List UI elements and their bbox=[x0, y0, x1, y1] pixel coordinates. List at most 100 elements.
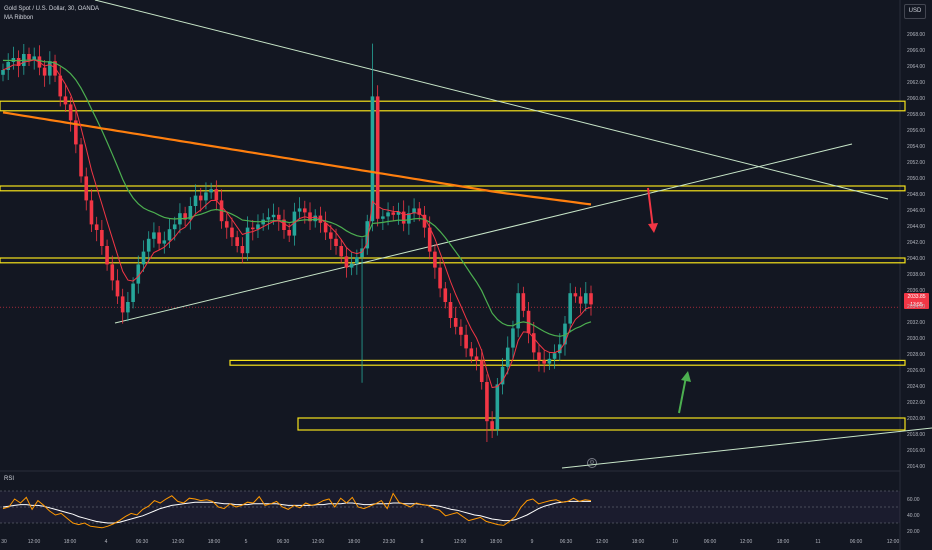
candle-body bbox=[303, 208, 307, 213]
countdown-value: 13:55 bbox=[910, 302, 923, 308]
candle-body bbox=[401, 211, 406, 224]
candle-body bbox=[115, 280, 120, 297]
price-tick-label: 2038.00 bbox=[907, 272, 925, 278]
candle-body bbox=[287, 230, 291, 236]
candle-body bbox=[42, 67, 47, 76]
candle-body bbox=[94, 224, 99, 230]
last-price-value: 2033.85 bbox=[907, 294, 926, 300]
candle-body bbox=[464, 334, 468, 349]
candle-body bbox=[334, 238, 338, 246]
candle-body bbox=[490, 421, 494, 430]
gear-icon[interactable]: ⚙ bbox=[587, 458, 597, 468]
ascending-trendline bbox=[114, 143, 853, 324]
candle-body bbox=[407, 213, 411, 224]
candle-body bbox=[589, 293, 593, 305]
candle-body bbox=[479, 360, 484, 382]
candle-body bbox=[32, 56, 37, 60]
candle-body bbox=[271, 214, 276, 218]
candle-body bbox=[485, 382, 489, 422]
candle-body bbox=[542, 360, 546, 364]
price-tick-label: 2050.00 bbox=[907, 176, 925, 182]
candle-body bbox=[214, 189, 219, 201]
candle-body bbox=[209, 189, 213, 193]
candle-body bbox=[167, 229, 172, 241]
price-tick-label: 2060.00 bbox=[907, 96, 925, 102]
candle-body bbox=[422, 214, 427, 228]
support-resistance-zone bbox=[0, 185, 906, 192]
candle-body bbox=[297, 208, 302, 212]
price-tick-label: 2044.00 bbox=[907, 224, 925, 230]
candle-body bbox=[537, 352, 541, 361]
candle-body bbox=[162, 240, 167, 244]
candle-body bbox=[412, 208, 416, 214]
candle-body bbox=[511, 328, 515, 348]
price-tick-label: 2040.00 bbox=[907, 256, 925, 262]
rsi-ma-line bbox=[2, 500, 591, 524]
candle-body bbox=[391, 212, 396, 215]
candle-body bbox=[469, 348, 474, 357]
price-tick-label: 2054.00 bbox=[907, 144, 925, 150]
candle-body bbox=[568, 293, 572, 324]
time-tick-label: 18:00 bbox=[64, 539, 77, 545]
time-tick-label: 5 bbox=[245, 539, 248, 545]
candle-body bbox=[157, 232, 161, 244]
time-tick-label: 06:30 bbox=[277, 539, 290, 545]
time-tick-label: 06:30 bbox=[136, 539, 149, 545]
currency-button[interactable]: USD bbox=[904, 4, 926, 19]
time-tick-label: 12:00 bbox=[454, 539, 467, 545]
candle-body bbox=[381, 216, 385, 219]
candle-body bbox=[188, 206, 193, 220]
time-tick-label: 11 bbox=[815, 539, 820, 545]
candle-body bbox=[146, 238, 151, 252]
candle-body bbox=[105, 246, 109, 265]
candle-body bbox=[256, 224, 260, 230]
rsi-label: RSI bbox=[4, 476, 15, 482]
candle-body bbox=[245, 227, 250, 254]
candle-body bbox=[27, 54, 31, 60]
support-resistance-zone bbox=[297, 417, 906, 431]
candle-body bbox=[126, 302, 130, 313]
rsi-line bbox=[2, 492, 592, 529]
price-tick-label: 2022.00 bbox=[907, 400, 925, 406]
candle-body bbox=[329, 232, 333, 239]
price-tick-label: 2018.00 bbox=[907, 432, 925, 438]
candle-body bbox=[74, 120, 78, 145]
candle-body bbox=[79, 144, 83, 177]
indicator-name[interactable]: MA Ribbon bbox=[4, 15, 34, 21]
candle-body bbox=[1, 70, 5, 75]
last-price-tag: 2033.85 13:55 bbox=[904, 293, 929, 309]
candle-body bbox=[433, 251, 437, 268]
lower-trendline bbox=[561, 427, 932, 469]
price-tick-label: 2062.00 bbox=[907, 80, 925, 86]
support-resistance-zone bbox=[0, 100, 906, 112]
price-tick-label: 2066.00 bbox=[907, 48, 925, 54]
candle-body bbox=[110, 264, 115, 281]
candle-body bbox=[344, 256, 349, 268]
candle-body bbox=[453, 318, 458, 327]
price-tick-label: 2048.00 bbox=[907, 192, 925, 198]
rsi-tick-label: 40.00 bbox=[907, 513, 920, 519]
time-tick-label: 12:00 bbox=[28, 539, 41, 545]
bearish-arrow bbox=[647, 187, 658, 233]
price-tick-label: 2030.00 bbox=[907, 336, 925, 342]
bullish-arrow bbox=[678, 371, 691, 414]
ma-fast-line bbox=[2, 59, 592, 389]
price-tick-label: 2034.00 bbox=[907, 304, 925, 310]
candle-body bbox=[152, 232, 156, 239]
candle-body bbox=[204, 192, 208, 201]
candle-body bbox=[521, 293, 526, 311]
candle-body bbox=[438, 267, 442, 289]
price-tick-label: 2052.00 bbox=[907, 160, 925, 166]
candle-body bbox=[266, 217, 271, 220]
price-tick-label: 2036.00 bbox=[907, 288, 925, 294]
price-tick-label: 2046.00 bbox=[907, 208, 925, 214]
candle-body bbox=[323, 222, 328, 233]
candle-body bbox=[375, 96, 380, 219]
time-tick-label: 12:00 bbox=[740, 539, 753, 545]
time-tick-label: 10 bbox=[672, 539, 678, 545]
symbol-title: Gold Spot / U.S. Dollar, 30, OANDA bbox=[4, 6, 100, 12]
time-tick-label: 30 bbox=[1, 539, 7, 545]
candle-body bbox=[563, 323, 567, 345]
candle-body bbox=[355, 257, 359, 264]
